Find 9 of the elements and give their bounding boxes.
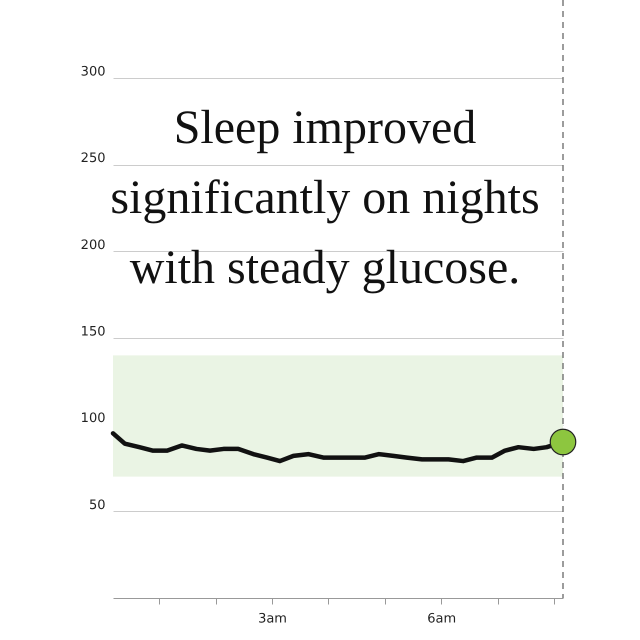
- y-tick-label: 250: [80, 151, 106, 166]
- x-tick-label: 3am: [258, 612, 287, 626]
- y-tick-label: 200: [80, 238, 106, 253]
- y-tick-label: 100: [80, 411, 106, 426]
- y-tick-label: 150: [80, 324, 106, 340]
- y-tick-label: 50: [88, 498, 106, 513]
- text: Sleep improved significantly on nights with steady glucose.: [110, 101, 540, 294]
- x-tick-label: 6am: [427, 612, 456, 626]
- y-tick-label: 300: [80, 64, 106, 80]
